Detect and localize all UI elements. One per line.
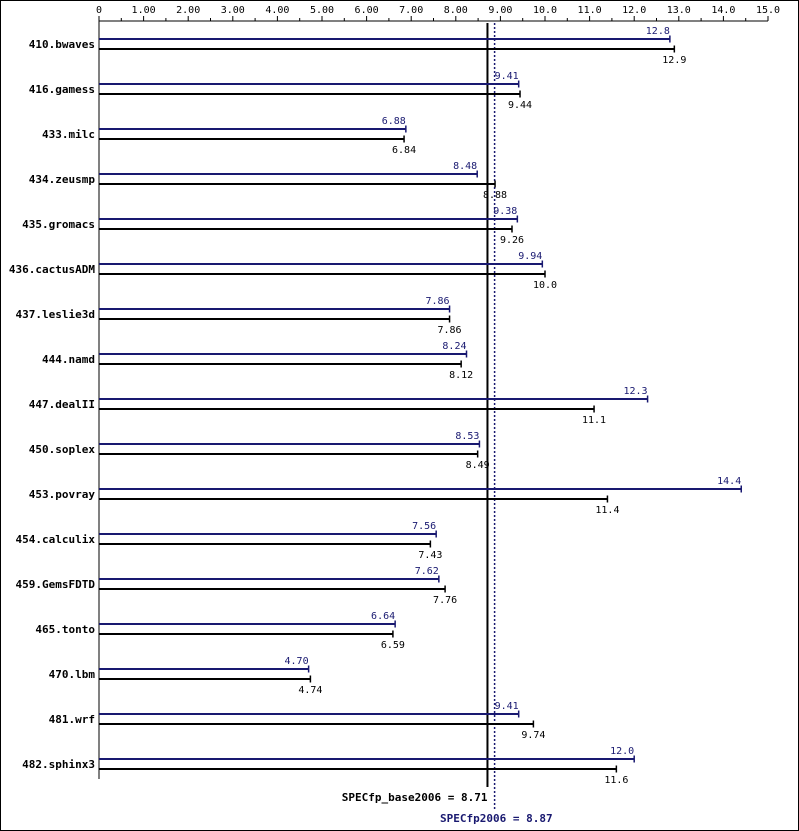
peak-summary-label: SPECfp2006 = 8.87 (440, 812, 553, 825)
base-value-label: 7.43 (418, 550, 442, 561)
benchmark-label: 435.gromacs (22, 218, 95, 231)
x-tick-label: 0 (96, 5, 102, 16)
base-value-label: 8.49 (466, 460, 490, 471)
peak-value-label: 7.56 (412, 521, 436, 532)
x-tick-label: 10.0 (533, 5, 557, 16)
peak-value-label: 6.88 (382, 116, 406, 127)
peak-value-label: 9.41 (495, 71, 519, 82)
x-tick-label: 4.00 (265, 5, 289, 16)
base-value-label: 9.74 (521, 730, 545, 741)
x-tick-label: 9.00 (488, 5, 512, 16)
peak-value-label: 8.48 (453, 161, 477, 172)
peak-value-label: 6.64 (371, 611, 395, 622)
x-tick-label: 11.0 (578, 5, 602, 16)
benchmark-label: 437.leslie3d (16, 308, 95, 321)
benchmark-label: 436.cactusADM (9, 263, 95, 276)
x-tick-label: 13.0 (667, 5, 691, 16)
peak-value-label: 9.38 (493, 206, 517, 217)
peak-value-label: 14.4 (717, 476, 741, 487)
peak-value-label: 7.86 (425, 296, 449, 307)
base-value-label: 10.0 (533, 280, 557, 291)
x-tick-label: 3.00 (221, 5, 245, 16)
x-tick-label: 15.0 (756, 5, 780, 16)
base-value-label: 7.86 (438, 325, 462, 336)
base-value-label: 6.84 (392, 145, 416, 156)
x-tick-label: 2.00 (176, 5, 200, 16)
base-value-label: 9.44 (508, 100, 532, 111)
peak-value-label: 4.70 (285, 656, 309, 667)
peak-value-label: 12.0 (610, 746, 634, 757)
peak-value-label: 9.41 (495, 701, 519, 712)
benchmark-label: 454.calculix (16, 533, 96, 546)
benchmark-label: 465.tonto (35, 623, 95, 636)
base-value-label: 11.1 (582, 415, 606, 426)
base-value-label: 8.12 (449, 370, 473, 381)
x-tick-label: 12.0 (622, 5, 646, 16)
peak-value-label: 8.53 (455, 431, 479, 442)
benchmark-label: 482.sphinx3 (22, 758, 95, 771)
benchmark-label: 459.GemsFDTD (16, 578, 96, 591)
x-tick-label: 7.00 (399, 5, 423, 16)
benchmark-label: 481.wrf (49, 713, 95, 726)
base-value-label: 11.6 (604, 775, 628, 786)
benchmark-label: 410.bwaves (29, 38, 95, 51)
base-value-label: 6.59 (381, 640, 405, 651)
benchmark-label: 453.povray (29, 488, 96, 501)
benchmark-label: 434.zeusmp (29, 173, 96, 186)
peak-value-label: 12.8 (646, 26, 670, 37)
x-tick-label: 6.00 (355, 5, 379, 16)
base-value-label: 12.9 (662, 55, 686, 66)
x-tick-label: 5.00 (310, 5, 334, 16)
base-value-label: 7.76 (433, 595, 457, 606)
peak-value-label: 9.94 (518, 251, 542, 262)
base-value-label: 9.26 (500, 235, 524, 246)
base-summary-label: SPECfp_base2006 = 8.71 (342, 791, 488, 804)
base-value-label: 11.4 (595, 505, 619, 516)
base-value-label: 8.88 (483, 190, 507, 201)
x-tick-label: 8.00 (444, 5, 468, 16)
peak-value-label: 12.3 (623, 386, 647, 397)
base-value-label: 4.74 (298, 685, 322, 696)
peak-value-label: 7.62 (415, 566, 439, 577)
benchmark-label: 416.gamess (29, 83, 95, 96)
peak-value-label: 8.24 (442, 341, 466, 352)
benchmark-label: 447.dealII (29, 398, 95, 411)
x-tick-label: 14.0 (711, 5, 735, 16)
x-tick-label: 1.00 (132, 5, 156, 16)
benchmark-label: 444.namd (42, 353, 95, 366)
benchmark-label: 470.lbm (49, 668, 96, 681)
benchmark-label: 433.milc (42, 128, 95, 141)
benchmark-label: 450.soplex (29, 443, 96, 456)
